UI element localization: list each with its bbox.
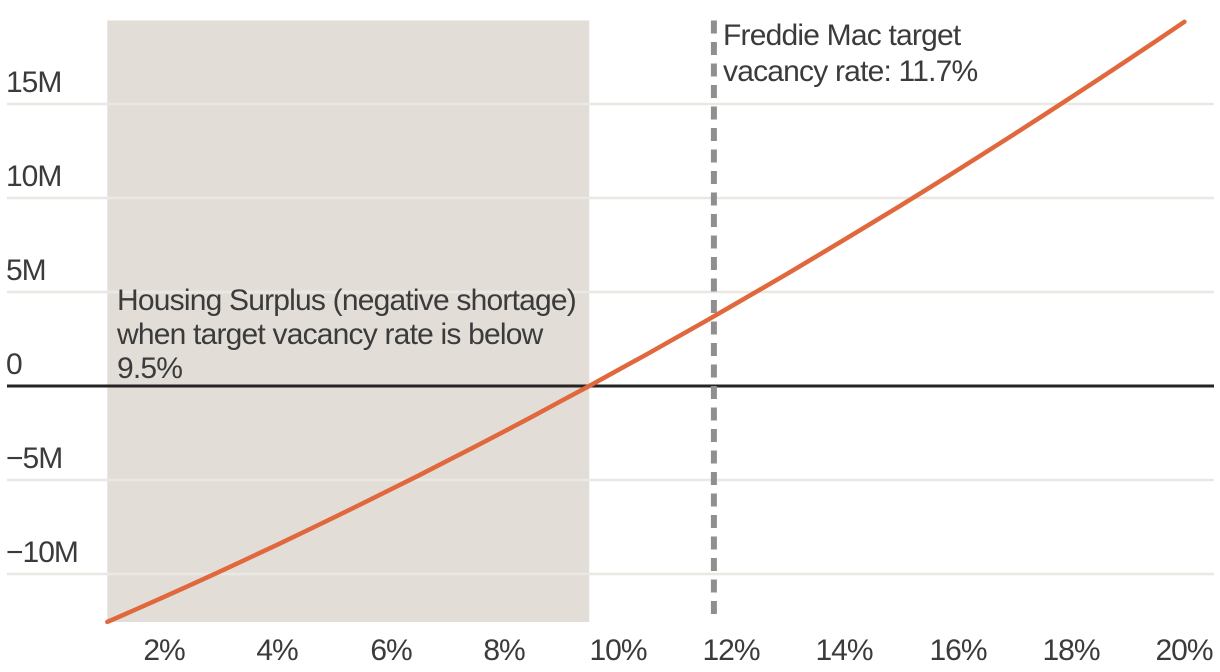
surplus-annotation-line-3: 9.5% <box>117 352 183 385</box>
surplus-shaded-region <box>107 20 590 622</box>
y-tick-label-15M: 15M <box>6 66 62 99</box>
x-tick-label-4%: 4% <box>256 634 298 667</box>
x-tick-label-16%: 16% <box>929 634 987 667</box>
x-tick-label-10%: 10% <box>589 634 647 667</box>
surplus-region-annotation: Housing Surplus (negative shortage) when… <box>117 284 577 386</box>
y-tick-label-10M: 10M <box>6 160 62 193</box>
x-tick-label-20%: 20% <box>1155 634 1213 667</box>
y-tick-label-−5M: −5M <box>6 442 63 475</box>
y-tick-label-0: 0 <box>6 348 23 381</box>
x-tick-label-8%: 8% <box>483 634 525 667</box>
x-tick-label-18%: 18% <box>1042 634 1100 667</box>
target-vacancy-annotation: Freddie Mac target vacancy rate: 11.7% <box>723 18 978 90</box>
surplus-annotation-line-1: Housing Surplus (negative shortage) <box>117 284 577 317</box>
y-tick-label-−10M: −10M <box>6 536 79 569</box>
y-tick-label-5M: 5M <box>6 254 47 287</box>
housing-shortage-line <box>105 19 1187 625</box>
x-tick-label-14%: 14% <box>815 634 873 667</box>
target-annotation-line-2: vacancy rate: 11.7% <box>723 55 978 88</box>
x-tick-label-2%: 2% <box>143 634 185 667</box>
target-annotation-line-1: Freddie Mac target <box>723 19 961 52</box>
surplus-annotation-line-2: when target vacancy rate is below <box>117 318 543 351</box>
x-tick-label-12%: 12% <box>702 634 760 667</box>
x-tick-label-6%: 6% <box>370 634 412 667</box>
